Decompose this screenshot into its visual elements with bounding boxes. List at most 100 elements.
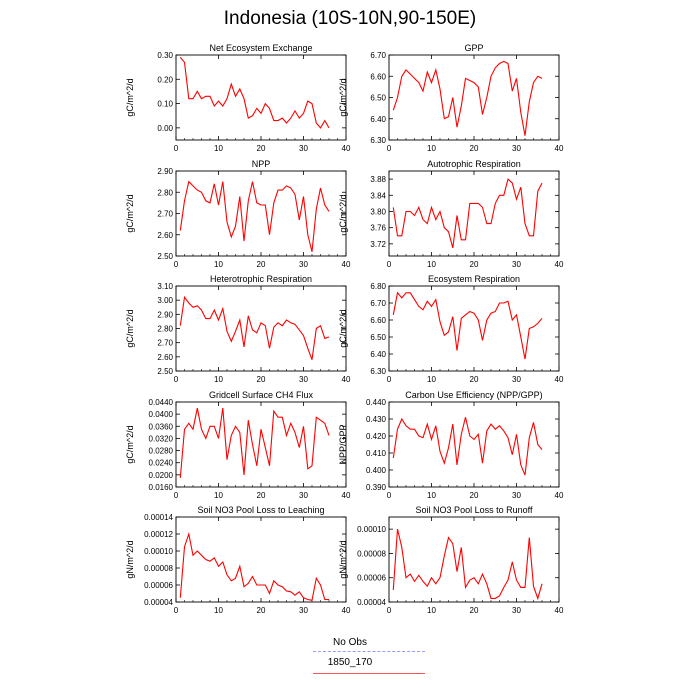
- y-tick-label: 0.430: [366, 415, 387, 424]
- legend-label-model: 1850_170: [327, 657, 373, 668]
- x-tick-label: 0: [387, 375, 392, 384]
- y-tick-label: 2.80: [157, 188, 173, 197]
- panel-soil-no3-pool-loss-to-runoff: Soil NO3 Pool Loss to Runoff gN/m^2/d 0 10 2…: [338, 505, 564, 615]
- y-tick-label: 3.76: [370, 224, 386, 233]
- x-tick-label: 40: [555, 491, 564, 500]
- y-tick-label: 6.30: [370, 367, 386, 376]
- x-tick-label: 0: [174, 144, 179, 153]
- y-tick-label: 2.70: [157, 339, 173, 348]
- y-tick-label: 0.20: [157, 75, 173, 84]
- series-line-npp: [179, 180, 330, 252]
- series-line-gridcell-surface-ch4-flux: [179, 407, 330, 478]
- panel-net-ecosystem-exchange: Net Ecosystem Exchange gC/m^2/d 0 10 20 30 40 0…: [125, 43, 351, 153]
- x-tick-label: 20: [470, 144, 479, 153]
- x-tick-label: 10: [427, 260, 436, 269]
- y-tick-label: 6.60: [370, 316, 386, 325]
- plot-frame: [388, 170, 560, 257]
- x-tick-label: 0: [387, 260, 392, 269]
- x-tick-label: 30: [512, 144, 521, 153]
- x-tick-label: 30: [299, 144, 308, 153]
- x-tick-label: 20: [470, 491, 479, 500]
- y-tick-label: 3.80: [370, 207, 386, 216]
- x-tick-label: 40: [342, 491, 351, 500]
- panel-ecosystem-respiration: Ecosystem Respiration gC/m^2/d 0 10 20 30 40 6.…: [338, 274, 564, 384]
- x-tick-label: 10: [427, 491, 436, 500]
- x-tick-label: 0: [174, 491, 179, 500]
- x-tick-label: 30: [512, 606, 521, 615]
- y-axis-label: gC/m^2/d: [338, 309, 348, 347]
- y-tick-label: 0.420: [366, 432, 387, 441]
- y-tick-label: 0.30: [157, 51, 173, 60]
- y-tick-label: 0.10: [157, 100, 173, 109]
- x-tick-label: 40: [555, 375, 564, 384]
- y-tick-label: 2.50: [157, 367, 173, 376]
- y-tick-label: 0.390: [366, 483, 387, 492]
- y-tick-label: 6.30: [370, 136, 386, 145]
- y-axis-label: NPP/GPP: [338, 424, 348, 464]
- y-tick-label: 2.90: [157, 310, 173, 319]
- x-tick-label: 30: [299, 491, 308, 500]
- x-tick-label: 20: [470, 260, 479, 269]
- panel-title: Gridcell Surface CH4 Flux: [209, 390, 314, 400]
- x-tick-label: 30: [512, 375, 521, 384]
- page-title: Indonesia (10S-10N,90-150E): [223, 8, 477, 29]
- y-tick-label: 2.90: [157, 167, 173, 176]
- panel-gridcell-surface-ch4-flux: Gridcell Surface CH4 Flux gC/m^2/d 0 10 20 30…: [125, 390, 351, 500]
- y-axis-label: gC/m^2/d: [338, 78, 348, 116]
- series-line-gpp: [392, 60, 543, 136]
- x-tick-label: 20: [257, 375, 266, 384]
- plot-frame: [388, 54, 560, 141]
- y-tick-label: 0.00006: [144, 581, 173, 590]
- legend-line-obs: [313, 651, 425, 652]
- y-axis-label: gC/m^2/d: [125, 78, 135, 116]
- y-tick-label: 0.0360: [149, 422, 174, 431]
- legend-line-model: [313, 673, 425, 674]
- legend-label-obs: No Obs: [333, 637, 367, 648]
- x-tick-label: 0: [174, 606, 179, 615]
- plot-frame: [175, 54, 347, 141]
- y-tick-label: 0.0320: [149, 434, 174, 443]
- y-tick-label: 6.40: [370, 115, 386, 124]
- y-tick-label: 0.00008: [144, 564, 173, 573]
- panel-title: Heterotrophic Respiration: [210, 274, 312, 284]
- x-tick-label: 10: [427, 606, 436, 615]
- y-tick-label: 6.50: [370, 94, 386, 103]
- series-line-net-ecosystem-exchange: [179, 57, 330, 129]
- x-tick-label: 30: [512, 491, 521, 500]
- x-tick-label: 10: [427, 375, 436, 384]
- y-tick-label: 0.0440: [149, 398, 174, 407]
- series-line-soil-no3-pool-loss-to-runoff: [392, 528, 543, 601]
- y-tick-label: 0.00014: [144, 513, 173, 522]
- panel-title: Soil NO3 Pool Loss to Leaching: [197, 505, 324, 515]
- panel-title: Ecosystem Respiration: [428, 274, 520, 284]
- plot-frame: [388, 516, 560, 603]
- y-axis-label: gN/m^2/d: [125, 540, 135, 578]
- x-tick-label: 20: [470, 375, 479, 384]
- panel-gpp: GPP gC/m^2/d 0 10 20 30 40 6.30 6.40 6.50 6.60 6.70: [338, 43, 564, 153]
- panel-carbon-use-efficiency-npp-gpp: Carbon Use Efficiency (NPP/GPP) NPP/GPP 0 1…: [338, 390, 564, 500]
- x-tick-label: 30: [299, 606, 308, 615]
- series-line-ecosystem-respiration: [392, 291, 543, 360]
- plot-frame: [175, 285, 347, 372]
- panel-title: Autotrophic Respiration: [427, 159, 521, 169]
- y-tick-label: 2.70: [157, 210, 173, 219]
- y-tick-label: 6.40: [370, 350, 386, 359]
- series-line-heterotrophic-respiration: [179, 295, 330, 360]
- y-tick-label: 0.410: [366, 449, 387, 458]
- x-tick-label: 40: [555, 606, 564, 615]
- y-tick-label: 0.00008: [357, 549, 386, 558]
- x-tick-label: 40: [342, 260, 351, 269]
- x-tick-label: 20: [470, 606, 479, 615]
- y-tick-label: 0.440: [366, 398, 387, 407]
- y-tick-label: 2.60: [157, 231, 173, 240]
- series-line-carbon-use-efficiency-npp-gpp: [392, 417, 543, 476]
- panel-title: Carbon Use Efficiency (NPP/GPP): [405, 390, 542, 400]
- y-tick-label: 3.88: [370, 175, 386, 184]
- x-tick-label: 0: [387, 144, 392, 153]
- y-tick-label: 0.00: [157, 124, 173, 133]
- y-tick-label: 3.72: [370, 240, 386, 249]
- y-tick-label: 3.10: [157, 282, 173, 291]
- y-axis-label: gC/m^2/d: [125, 425, 135, 463]
- x-tick-label: 20: [257, 491, 266, 500]
- x-tick-label: 10: [214, 491, 223, 500]
